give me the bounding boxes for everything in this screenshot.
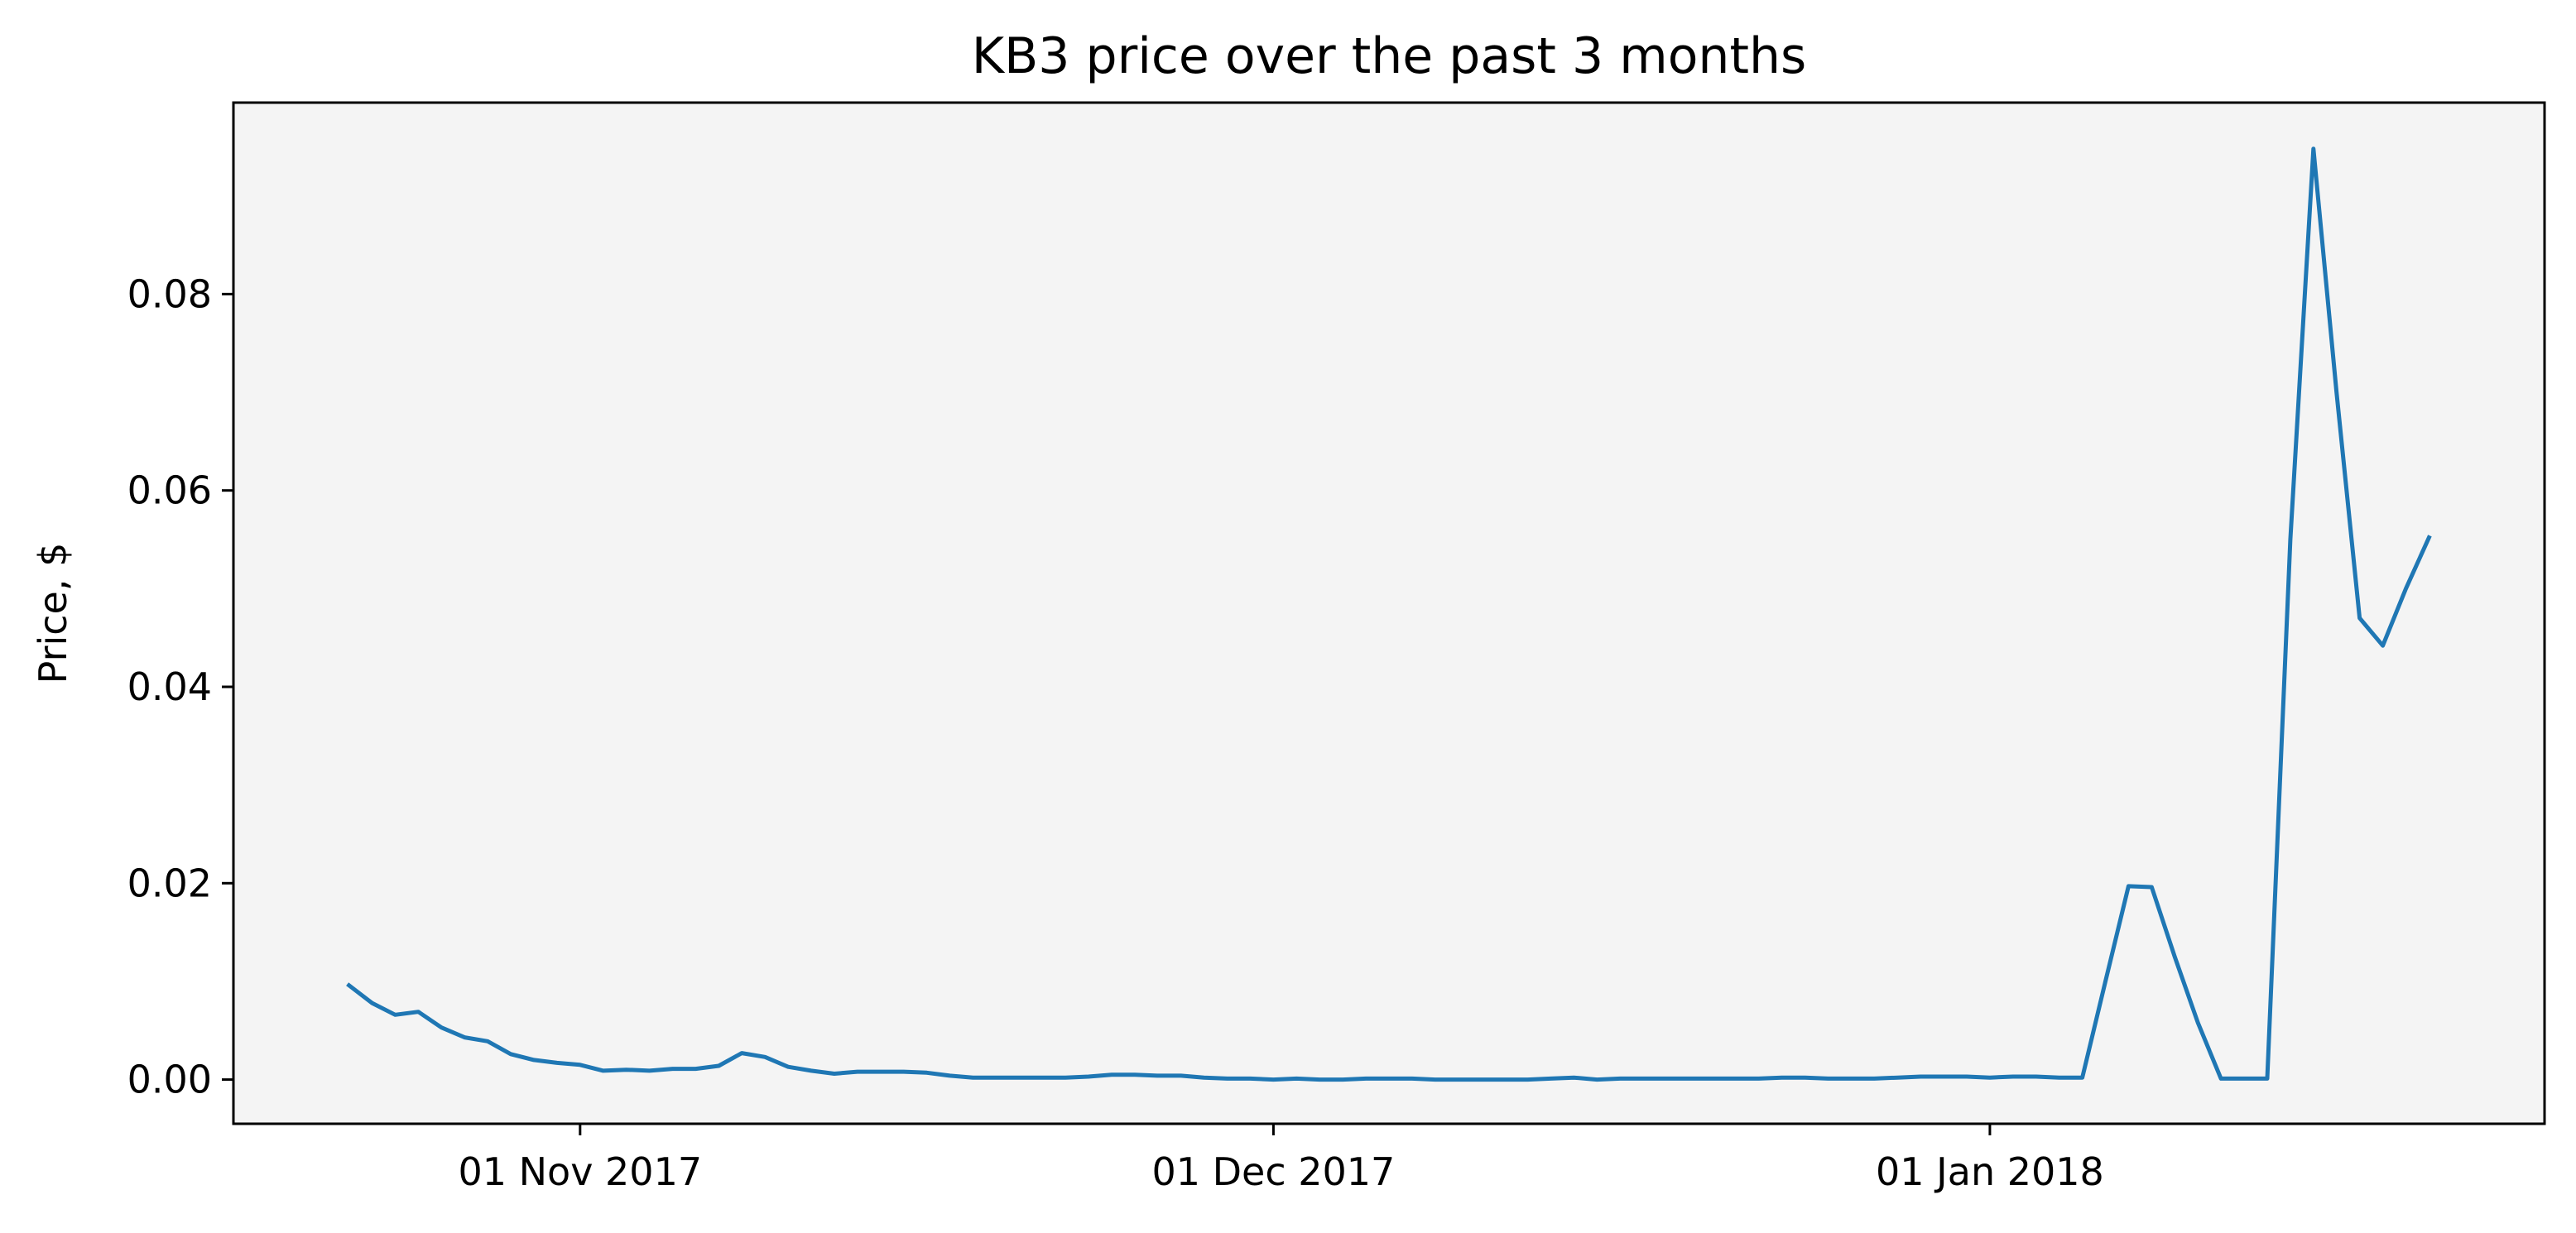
x-tick-label: 01 Dec 2017 [1151,1149,1395,1194]
chart-title: KB3 price over the past 3 months [972,27,1807,85]
x-tick-label: 01 Jan 2018 [1876,1149,2104,1194]
plot-area [233,103,2545,1124]
x-tick-label: 01 Nov 2017 [458,1149,702,1194]
y-tick-label: 0.08 [127,271,212,316]
y-tick-label: 0.00 [127,1058,212,1102]
y-axis: 0.00 0.02 0.04 0.06 0.08 [127,271,233,1102]
y-tick-label: 0.06 [127,468,212,513]
y-tick-label: 0.02 [127,861,212,905]
y-axis-label: Price, $ [31,543,75,684]
plot-frame [232,101,2546,1125]
x-axis: 01 Nov 2017 01 Dec 2017 01 Jan 2018 [458,1124,2104,1194]
y-tick-label: 0.04 [127,664,212,709]
price-series-line [346,146,2432,1082]
